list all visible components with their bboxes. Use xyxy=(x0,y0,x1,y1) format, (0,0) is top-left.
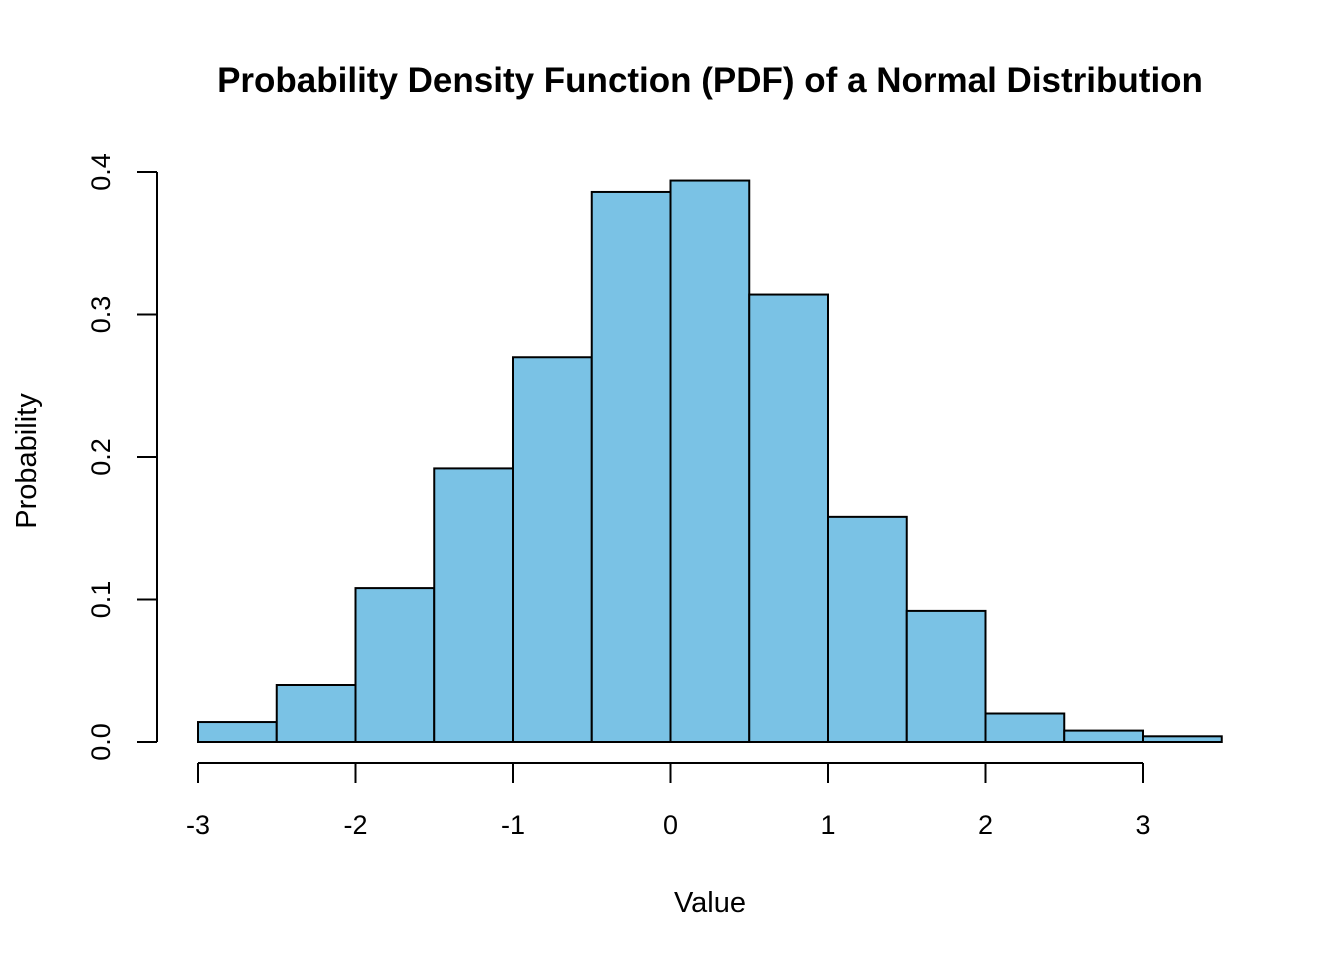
histogram-bar xyxy=(1063,729,1144,743)
x-axis-label: Value xyxy=(674,887,746,919)
bars-group xyxy=(197,179,1223,744)
histogram-bar xyxy=(433,467,514,743)
x-tick-label: -2 xyxy=(343,810,367,840)
chart-title: Probability Density Function (PDF) of a … xyxy=(217,61,1203,100)
histogram-bar xyxy=(669,179,751,744)
histogram-bar xyxy=(827,515,908,743)
y-tick-label: 0.1 xyxy=(86,581,116,619)
x-tick-label: 2 xyxy=(978,810,993,840)
y-axis: 0.0 0.1 0.2 0.3 0.4 xyxy=(86,153,158,761)
histogram-bar xyxy=(748,293,829,743)
y-tick-label: 0.2 xyxy=(86,438,116,476)
x-tick-label: -1 xyxy=(501,810,525,840)
histogram-bar xyxy=(512,356,593,743)
histogram-bar xyxy=(354,587,436,743)
y-tick-label: 0.0 xyxy=(86,723,116,761)
x-tick-label: 3 xyxy=(1135,810,1150,840)
histogram-bar xyxy=(905,609,987,744)
histogram-bar xyxy=(197,721,278,743)
histogram-bar xyxy=(590,190,672,743)
histogram-bar xyxy=(1142,735,1223,743)
x-axis: -3 -2 -1 0 1 2 3 xyxy=(186,762,1151,840)
x-tick-label: -3 xyxy=(186,810,210,840)
histogram-bar xyxy=(275,684,357,743)
y-axis-label: Probability xyxy=(11,393,43,529)
y-tick-label: 0.4 xyxy=(86,153,116,191)
x-tick-label: 0 xyxy=(663,810,678,840)
x-tick-label: 1 xyxy=(820,810,835,840)
y-tick-label: 0.3 xyxy=(86,296,116,334)
histogram-bar xyxy=(984,712,1066,743)
